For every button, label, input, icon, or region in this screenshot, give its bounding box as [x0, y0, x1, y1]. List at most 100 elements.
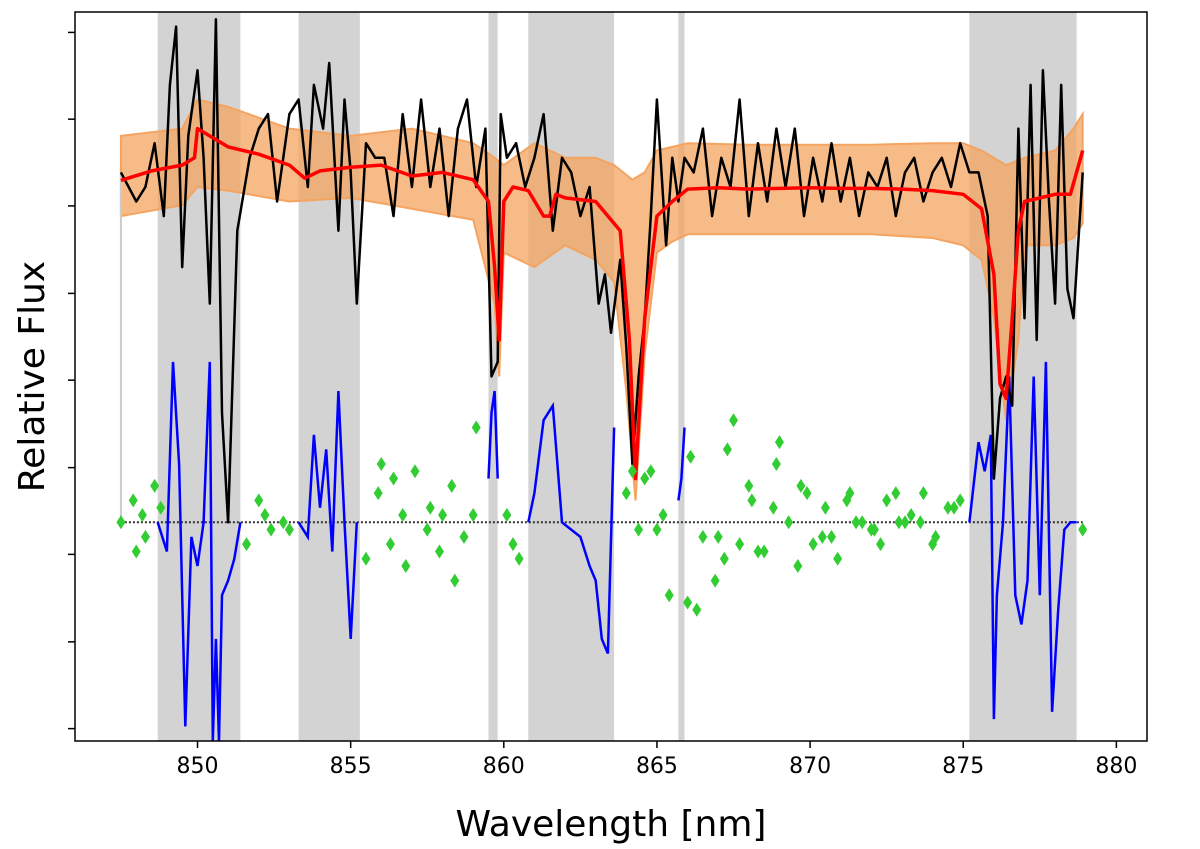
masked-region-2	[488, 12, 498, 741]
residual-point	[266, 522, 276, 537]
residual-point	[242, 537, 252, 552]
residual-point	[284, 522, 294, 537]
residual-point	[891, 486, 901, 501]
residual-point	[150, 478, 160, 493]
residual-point	[128, 493, 138, 508]
residual-point	[686, 449, 696, 464]
residual-point	[646, 464, 656, 479]
residual-fit-line-5	[968, 361, 1077, 720]
residual-point	[385, 537, 395, 552]
residual-point	[943, 500, 953, 515]
residual-point	[768, 500, 778, 515]
residual-point	[508, 537, 518, 552]
residual-point	[802, 486, 812, 501]
residual-point	[278, 515, 288, 530]
residual-point	[793, 559, 803, 574]
x-tick-label: 870	[789, 754, 831, 779]
residual-point	[882, 493, 892, 508]
residual-point	[683, 595, 693, 610]
residual-point	[894, 515, 904, 530]
residual-points	[116, 413, 1088, 617]
residual-point	[753, 544, 763, 559]
residual-point	[425, 500, 435, 515]
residual-fit-line-0	[156, 361, 242, 742]
residual-point	[692, 602, 702, 617]
residual-point	[664, 588, 674, 603]
residual-point	[398, 508, 408, 523]
residual-fit-line-2	[487, 390, 499, 479]
residual-point	[502, 508, 512, 523]
residual-point	[710, 573, 720, 588]
masked-region-4	[678, 12, 685, 741]
masked-regions	[157, 12, 1077, 741]
observed-spectrum-line	[119, 18, 1084, 524]
residual-point	[140, 529, 150, 544]
residual-point	[759, 544, 769, 559]
residual-point	[116, 515, 126, 530]
residual-point	[621, 486, 631, 501]
residual-point	[729, 413, 739, 428]
residual-point	[471, 420, 481, 435]
residual-point	[833, 551, 843, 566]
residual-point	[713, 529, 723, 544]
residual-point	[137, 508, 147, 523]
residual-point	[514, 551, 524, 566]
residual-point	[817, 529, 827, 544]
y-axis-label: Relative Flux	[12, 261, 53, 492]
residual-point	[627, 464, 637, 479]
residual-point	[842, 493, 852, 508]
residual-point	[1078, 522, 1088, 537]
residual-point	[389, 471, 399, 486]
residual-point	[361, 551, 371, 566]
x-tick-label: 860	[483, 754, 525, 779]
residual-point	[928, 537, 938, 552]
residual-point	[918, 486, 928, 501]
residual-point	[949, 500, 959, 515]
residual-point	[771, 456, 781, 471]
x-tick-label: 880	[1095, 754, 1137, 779]
x-tick-label: 850	[177, 754, 219, 779]
residual-fit-line-1	[297, 391, 359, 639]
residual-point	[376, 456, 386, 471]
x-axis-label: Wavelength [nm]	[456, 804, 767, 845]
x-tick-label: 855	[330, 754, 372, 779]
residual-point	[900, 515, 910, 530]
residual-point	[876, 537, 886, 552]
residual-point	[434, 544, 444, 559]
residual-point	[857, 515, 867, 530]
residual-point	[796, 478, 806, 493]
model-spectrum-line	[120, 126, 1085, 481]
residual-point	[373, 486, 383, 501]
x-axis-ticks: 850 855 860 865 870 875 880	[177, 741, 1137, 779]
residual-point	[447, 478, 457, 493]
residual-point	[410, 464, 420, 479]
residual-point	[719, 551, 729, 566]
residual-point	[450, 573, 460, 588]
residual-point	[820, 500, 830, 515]
residual-point	[156, 500, 166, 515]
residual-point	[906, 508, 916, 523]
residual-point	[634, 522, 644, 537]
residual-point	[658, 508, 668, 523]
residual-point	[640, 471, 650, 486]
residual-point	[254, 493, 264, 508]
y-axis-ticks	[68, 31, 75, 730]
residual-point	[955, 493, 965, 508]
residual-point	[422, 522, 432, 537]
residual-point	[459, 529, 469, 544]
residual-point	[851, 515, 861, 530]
residual-fit-line-4	[677, 427, 686, 501]
residual-point	[784, 515, 794, 530]
x-tick-label: 875	[942, 754, 984, 779]
residual-point	[774, 435, 784, 450]
residual-point	[747, 493, 757, 508]
residual-point	[131, 544, 141, 559]
residual-point	[915, 515, 925, 530]
residual-point	[735, 537, 745, 552]
residual-point	[866, 522, 876, 537]
residual-point	[722, 442, 732, 457]
residual-point	[744, 478, 754, 493]
residual-point	[468, 508, 478, 523]
residual-fit-line-3	[527, 401, 616, 654]
